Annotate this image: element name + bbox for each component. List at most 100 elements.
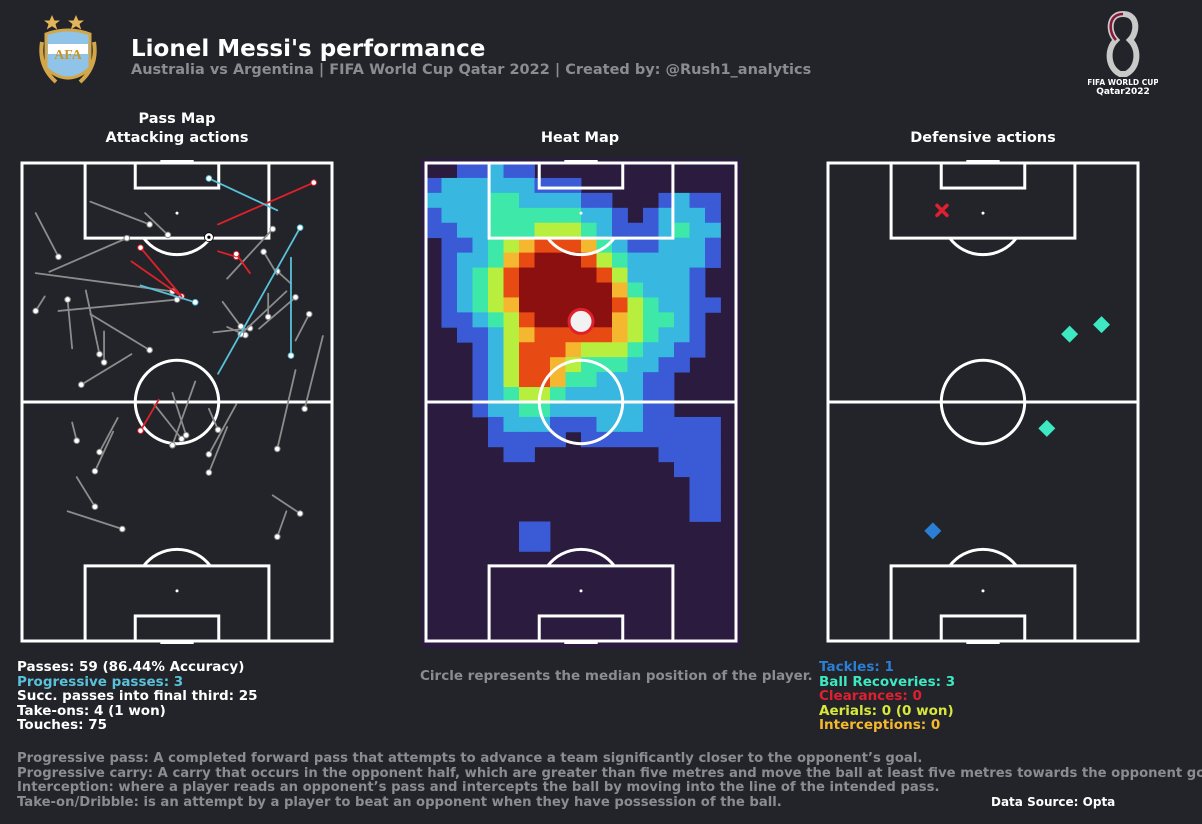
pass-map-chart [17, 158, 337, 648]
pass-map-title: Pass Map Attacking actions [77, 110, 277, 148]
heatmap-cell [441, 192, 458, 209]
heatmap-cell [581, 402, 597, 418]
heatmap-cell [705, 446, 721, 463]
heatmap-cell [519, 446, 535, 463]
pass-line-normal [57, 298, 178, 312]
heatmap-cell [643, 402, 659, 418]
stat-take-ons: Take-ons: 4 (1 won) [17, 702, 166, 719]
top-goal [966, 160, 1000, 164]
heatmap-cell [550, 177, 566, 194]
heatmap-cell [674, 252, 690, 268]
defensive-marker-tackle [924, 522, 942, 540]
pass-end-point [273, 533, 281, 541]
heatmap-cell [503, 342, 520, 358]
heatmap-cell [488, 177, 504, 194]
heatmap-cell [643, 282, 659, 298]
heatmap-cell [643, 207, 659, 224]
heatmap-cell [658, 312, 675, 328]
heatmap-cell [488, 163, 504, 179]
heatmap-cell [612, 297, 628, 313]
heatmap-cell [627, 431, 644, 448]
heatmap-cell [488, 297, 504, 313]
pass-line-normal [294, 313, 311, 342]
heatmap-cell [643, 342, 659, 358]
footnote-progressive-pass: Progressive pass: A completed forward pa… [17, 751, 923, 766]
heatmap-cell [550, 252, 566, 268]
pass-line-normal [80, 353, 133, 386]
heatmap-cell [519, 387, 535, 403]
heatmap-cell [457, 163, 473, 179]
heatmap-cell [689, 297, 706, 313]
heatmap-cell [565, 282, 582, 298]
heatmap-cell [627, 222, 644, 239]
heatmap-cell [689, 222, 706, 239]
heatmap-cell [472, 207, 489, 224]
heatmap-cell [643, 387, 659, 403]
heatmap-cell [457, 297, 473, 313]
pass-line-progressive [217, 226, 301, 375]
heatmap-cell [658, 372, 675, 388]
heatmap-cell [503, 222, 520, 239]
heatmap-cell [441, 312, 458, 328]
pass-line-normal [98, 417, 119, 453]
heatmap-cell [519, 207, 535, 224]
heatmap-cell [503, 431, 520, 448]
pass-end-point [273, 445, 281, 453]
top-goal [564, 160, 598, 164]
footnote-progressive-carry: Progressive carry: A carry that occurs i… [17, 765, 1202, 781]
heatmap-cell [627, 387, 644, 403]
heatmap-cell [488, 237, 504, 254]
heatmap-cell [534, 282, 551, 298]
heatmap-cell [503, 267, 520, 283]
heatmap-cell [689, 312, 706, 328]
heatmap-cell [658, 282, 675, 298]
heatmap-cell [534, 536, 551, 552]
defensive-actions-chart [823, 158, 1143, 648]
pass-line-normal [208, 407, 219, 431]
fifa-logo-line2: Qatar2022 [1096, 87, 1150, 96]
heatmap-cell [565, 416, 582, 433]
heatmap-cell [643, 312, 659, 328]
heatmap-cell [674, 431, 690, 448]
centre-circle [939, 358, 1027, 446]
heatmap-cell [658, 342, 675, 358]
bottom-penalty-arc [142, 547, 212, 567]
heatmap-cell [565, 387, 582, 403]
heatmap-cell [488, 431, 504, 448]
heatmap-cell [565, 342, 582, 358]
pass-line-normal [66, 298, 74, 350]
afa-crest-icon: AFA [39, 15, 97, 84]
heatmap-cell [565, 192, 582, 209]
heatmap-cell [565, 222, 582, 239]
pass-line-normal [48, 237, 128, 273]
pass-end-point [146, 346, 153, 354]
pass-end-point [232, 250, 240, 258]
defensive-stats: Tackles: 1 Ball Recoveries: 3 Clearances… [819, 660, 955, 733]
heatmap-cell [643, 252, 659, 268]
heatmap-cell [457, 177, 473, 194]
heatmap-cell [457, 282, 473, 298]
heatmap-cell [627, 282, 644, 298]
heatmap-cell [581, 237, 597, 254]
heatmap-cell [565, 252, 582, 268]
pass-line-normal [66, 510, 124, 530]
heatmap-cell [705, 506, 721, 522]
heatmap-cell [627, 342, 644, 358]
pitch-lines [20, 160, 334, 644]
pass-line-normal [75, 476, 96, 508]
pass-end-point [178, 435, 185, 443]
pass-end-point [205, 469, 213, 476]
heatmap-cell [674, 267, 690, 283]
heatmap-cell [705, 252, 721, 268]
heatmap-cell [457, 327, 473, 343]
heatmap-cell [596, 402, 613, 418]
heatmap-cell [596, 416, 613, 433]
heatmap-cell [503, 327, 520, 343]
heatmap-cell [627, 327, 644, 343]
heatmap-cell [472, 192, 489, 209]
heatmap-cell [596, 312, 613, 328]
heatmap-cell [534, 372, 551, 388]
heatmap-cell [457, 222, 473, 239]
heatmap-cell [689, 252, 706, 268]
heatmap-cell [503, 237, 520, 254]
